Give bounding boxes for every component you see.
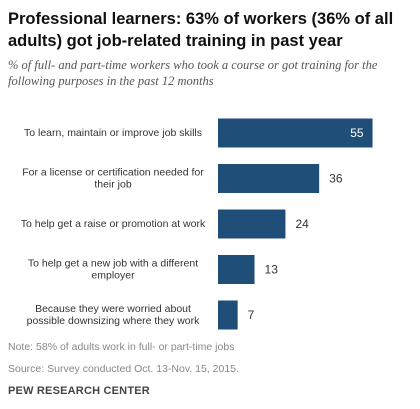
bar-4: [218, 300, 238, 330]
chart-title: Professional learners: 63% of workers (3…: [8, 10, 394, 50]
bar-3: [218, 255, 255, 284]
category-label-3: To help get a new job with a different em…: [28, 258, 198, 282]
chart-subtitle: % of full- and part-time workers who too…: [8, 58, 378, 88]
category-label-2: To help get a raise or promotion at work: [21, 218, 206, 230]
source-line: Source: Survey conducted Oct. 13-Nov. 15…: [8, 363, 239, 375]
data-label-3: 13: [265, 263, 279, 277]
bar-2: [218, 209, 286, 239]
footnote: Note: 58% of adults work in full- or par…: [8, 341, 235, 353]
data-label-1: 36: [329, 172, 343, 186]
data-label-4: 7: [248, 308, 255, 322]
source-organization: PEW RESEARCH CENTER: [8, 385, 150, 397]
bar-chart: 55 To learn, maintain or improve job skil…: [21, 118, 373, 330]
data-label-2: 24: [295, 217, 309, 231]
category-label-1: For a license or certification needed fo…: [22, 167, 204, 191]
category-label-4: Because they were worried about possible …: [27, 303, 201, 327]
bar-1: [218, 164, 320, 193]
data-label-0: 55: [350, 126, 364, 140]
category-label-0: To learn, maintain or improve job skills: [24, 127, 202, 139]
bar-0: [218, 118, 373, 148]
